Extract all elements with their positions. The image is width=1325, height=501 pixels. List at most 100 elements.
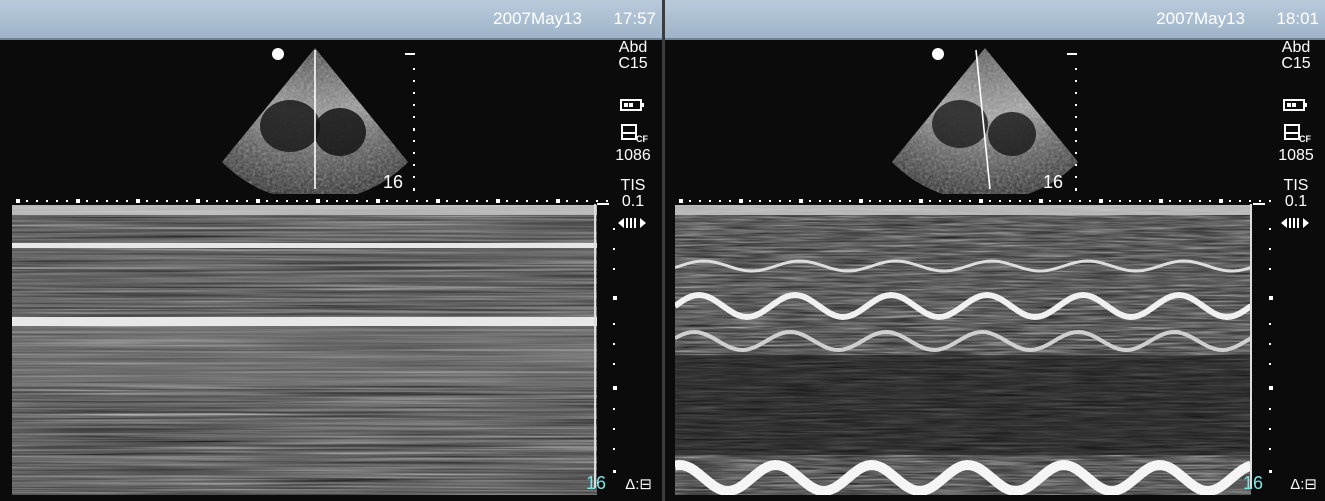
frame-count: 1085 [1278, 147, 1314, 164]
ruler-tick [1229, 200, 1231, 202]
ruler-tick [879, 200, 881, 202]
ruler-tick [236, 200, 238, 202]
preset-label: Abd [618, 39, 648, 56]
ruler-tick [466, 200, 468, 202]
ruler-tick [829, 200, 831, 202]
tis-value: 0.1 [621, 193, 645, 210]
ruler-tick [146, 200, 148, 202]
ruler-tick [999, 200, 1001, 202]
ruler-tick [136, 199, 140, 203]
ruler-tick [606, 200, 608, 202]
orientation-marker-icon [932, 48, 944, 60]
ruler-tick [96, 200, 98, 202]
sector-depth-label: 16 [1043, 172, 1064, 192]
ruler-tick [1169, 200, 1171, 202]
b-mode-sector-image [222, 48, 408, 194]
ruler-tick [516, 200, 518, 202]
ruler-tick [296, 200, 298, 202]
ruler-tick [949, 200, 951, 202]
date-label: 2007May13 [1156, 9, 1245, 28]
ruler-tick [286, 200, 288, 202]
ruler-tick [939, 200, 941, 202]
ruler-tick [276, 200, 278, 202]
measure-delta[interactable]: Δ:⊟ [625, 475, 652, 493]
ruler-tick [16, 199, 20, 203]
ruler-tick [739, 199, 743, 203]
ruler-tick [979, 199, 983, 203]
ruler-tick [266, 200, 268, 202]
ruler-tick [156, 200, 158, 202]
cine-loop-icon [618, 218, 646, 228]
status-sidebar: Abd C15 CF 1085 TIS 0.1 [1271, 40, 1321, 234]
ultrasound-panel-left: 2007May13 17:57 16 [0, 0, 662, 501]
ruler-tick [1189, 200, 1191, 202]
delta-label: Δ: [625, 476, 640, 493]
ruler-tick [1209, 200, 1211, 202]
ruler-tick [889, 200, 891, 202]
tis-label: TIS [620, 177, 646, 194]
ruler-tick [526, 200, 528, 202]
probe-label: C15 [1281, 55, 1311, 72]
time-label: 18:01 [1276, 9, 1319, 28]
svg-text:CF: CF [1299, 134, 1311, 144]
ruler-tick [839, 200, 841, 202]
ruler-tick [256, 199, 260, 203]
ruler-tick [376, 199, 380, 203]
ruler-tick [416, 200, 418, 202]
freeze-icon: ⊟ [1304, 476, 1317, 493]
tis-label: TIS [1283, 177, 1309, 194]
time-ruler [16, 199, 608, 203]
m-mode-trace [12, 205, 597, 495]
ruler-tick [76, 199, 80, 203]
ruler-tick [196, 199, 200, 203]
panel-divider [662, 0, 665, 501]
ruler-tick [436, 199, 440, 203]
ruler-tick [596, 200, 598, 202]
ruler-tick [849, 200, 851, 202]
frame-count: 1086 [615, 147, 651, 164]
ruler-tick [699, 200, 701, 202]
ruler-tick [1249, 200, 1251, 202]
ultrasound-panel-right: 2007May13 18:01 16 [665, 0, 1325, 501]
ruler-tick [126, 200, 128, 202]
ruler-tick [869, 200, 871, 202]
depth-ruler [405, 53, 415, 191]
battery-icon [1283, 99, 1307, 111]
storage-cf-icon: CF [621, 124, 648, 144]
ruler-tick [1139, 200, 1141, 202]
preset-label: Abd [1281, 39, 1311, 56]
ruler-tick [326, 200, 328, 202]
ruler-tick [1089, 200, 1091, 202]
ruler-tick [26, 200, 28, 202]
ruler-tick [1039, 199, 1043, 203]
ruler-tick [176, 200, 178, 202]
ruler-tick [1149, 200, 1151, 202]
cine-loop-icon [1281, 218, 1309, 228]
ruler-tick [779, 200, 781, 202]
ruler-tick [306, 200, 308, 202]
ruler-tick [1159, 199, 1163, 203]
battery-icon [620, 99, 644, 111]
ruler-tick [46, 200, 48, 202]
ruler-tick [206, 200, 208, 202]
ruler-tick [366, 200, 368, 202]
ruler-tick [1199, 200, 1201, 202]
freeze-icon: ⊟ [639, 476, 652, 493]
ruler-tick [476, 200, 478, 202]
ruler-tick [789, 200, 791, 202]
ruler-tick [1049, 200, 1051, 202]
measure-delta[interactable]: Δ:⊟ [1290, 475, 1317, 493]
ruler-tick [586, 200, 588, 202]
ruler-tick [1099, 199, 1103, 203]
ruler-tick [799, 199, 803, 203]
ruler-tick [729, 200, 731, 202]
ruler-tick [679, 199, 683, 203]
m-mode-depth-label: 16 [586, 473, 607, 493]
ruler-tick [1129, 200, 1131, 202]
ruler-tick [859, 199, 863, 203]
ruler-tick [316, 199, 320, 203]
probe-label: C15 [618, 55, 648, 72]
m-mode-depth-label: 16 [1243, 473, 1264, 493]
tis-value: 0.1 [1284, 193, 1308, 210]
ruler-tick [1219, 199, 1223, 203]
